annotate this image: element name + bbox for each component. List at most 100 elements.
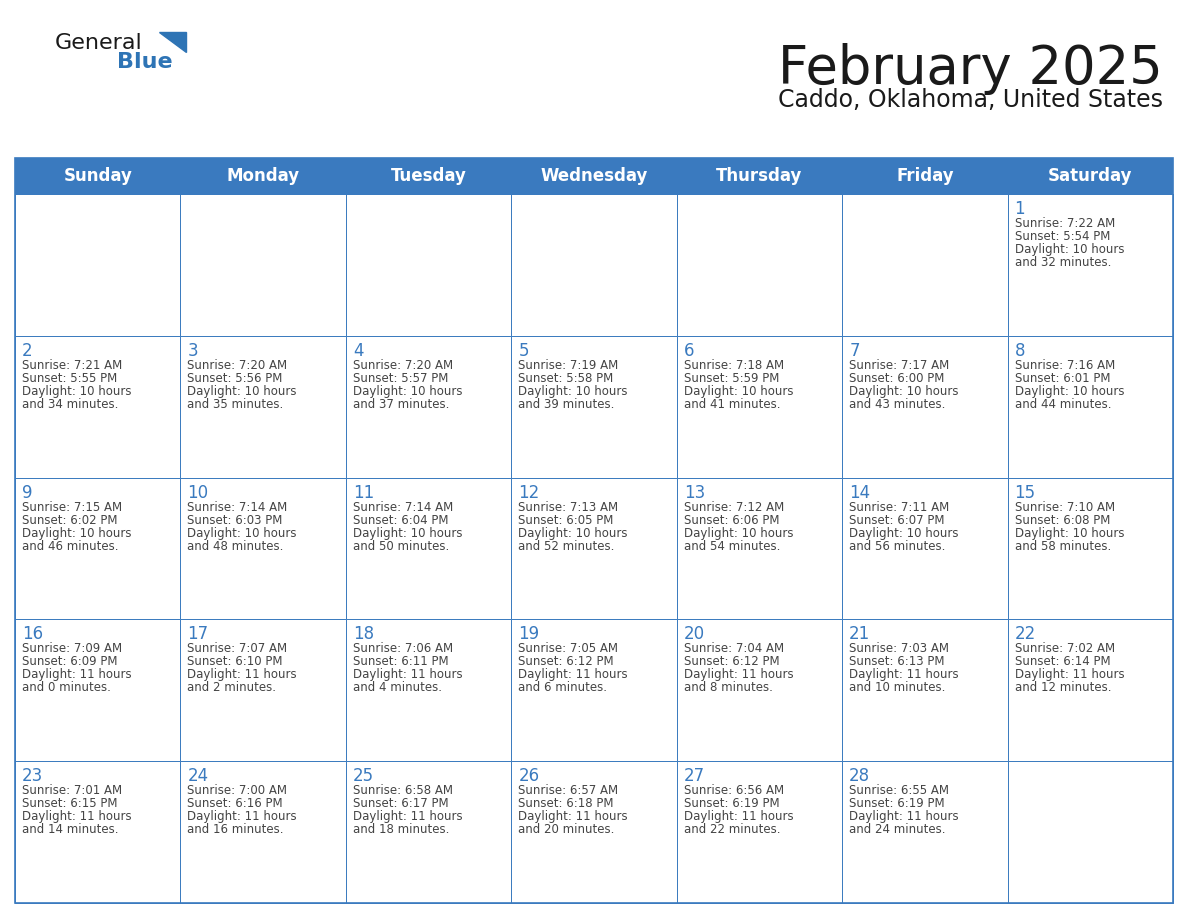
Text: Daylight: 10 hours: Daylight: 10 hours: [188, 385, 297, 397]
Text: Daylight: 10 hours: Daylight: 10 hours: [23, 385, 132, 397]
Text: Daylight: 10 hours: Daylight: 10 hours: [849, 527, 959, 540]
Bar: [15, 336, 181, 477]
Text: and 8 minutes.: and 8 minutes.: [684, 681, 772, 694]
Text: 5: 5: [518, 341, 529, 360]
Bar: [181, 336, 346, 477]
Text: and 41 minutes.: and 41 minutes.: [684, 397, 781, 410]
Text: Sunrise: 6:56 AM: Sunrise: 6:56 AM: [684, 784, 784, 797]
Text: and 24 minutes.: and 24 minutes.: [849, 823, 946, 836]
Text: and 18 minutes.: and 18 minutes.: [353, 823, 449, 836]
Text: Daylight: 11 hours: Daylight: 11 hours: [684, 668, 794, 681]
Bar: [842, 477, 1007, 620]
Text: 12: 12: [518, 484, 539, 501]
Text: Sunrise: 7:13 AM: Sunrise: 7:13 AM: [518, 500, 619, 513]
Text: and 48 minutes.: and 48 minutes.: [188, 540, 284, 553]
Text: and 32 minutes.: and 32 minutes.: [1015, 256, 1111, 269]
Bar: [677, 336, 842, 477]
Text: and 54 minutes.: and 54 minutes.: [684, 540, 781, 553]
Text: General: General: [55, 33, 143, 53]
Text: 19: 19: [518, 625, 539, 644]
Text: and 56 minutes.: and 56 minutes.: [849, 540, 946, 553]
Text: 9: 9: [23, 484, 32, 501]
Text: 4: 4: [353, 341, 364, 360]
Bar: [15, 158, 1173, 194]
Text: 13: 13: [684, 484, 704, 501]
Bar: [1007, 336, 1173, 477]
Text: Sunset: 6:12 PM: Sunset: 6:12 PM: [518, 655, 614, 668]
Text: Sunset: 5:59 PM: Sunset: 5:59 PM: [684, 372, 779, 385]
Bar: [842, 620, 1007, 761]
Text: Sunrise: 7:09 AM: Sunrise: 7:09 AM: [23, 643, 122, 655]
Text: Daylight: 11 hours: Daylight: 11 hours: [1015, 668, 1124, 681]
Text: and 34 minutes.: and 34 minutes.: [23, 397, 119, 410]
Text: Sunset: 6:19 PM: Sunset: 6:19 PM: [684, 797, 779, 811]
Text: and 37 minutes.: and 37 minutes.: [353, 397, 449, 410]
Text: and 50 minutes.: and 50 minutes.: [353, 540, 449, 553]
Text: Daylight: 10 hours: Daylight: 10 hours: [1015, 527, 1124, 540]
Text: Daylight: 10 hours: Daylight: 10 hours: [684, 527, 794, 540]
Text: Sunset: 6:04 PM: Sunset: 6:04 PM: [353, 513, 448, 527]
Bar: [181, 761, 346, 903]
Text: Sunrise: 7:06 AM: Sunrise: 7:06 AM: [353, 643, 453, 655]
Text: Sunset: 6:00 PM: Sunset: 6:00 PM: [849, 372, 944, 385]
Bar: [15, 761, 181, 903]
Text: Sunset: 6:13 PM: Sunset: 6:13 PM: [849, 655, 944, 668]
Text: Sunset: 6:15 PM: Sunset: 6:15 PM: [23, 797, 118, 811]
Bar: [511, 761, 677, 903]
Text: Sunrise: 7:14 AM: Sunrise: 7:14 AM: [188, 500, 287, 513]
Bar: [15, 620, 181, 761]
Text: and 20 minutes.: and 20 minutes.: [518, 823, 614, 836]
Text: Wednesday: Wednesday: [541, 167, 647, 185]
Text: Sunset: 6:16 PM: Sunset: 6:16 PM: [188, 797, 283, 811]
Text: Sunrise: 7:20 AM: Sunrise: 7:20 AM: [353, 359, 453, 372]
Text: Daylight: 11 hours: Daylight: 11 hours: [23, 811, 132, 823]
Bar: [842, 336, 1007, 477]
Text: and 35 minutes.: and 35 minutes.: [188, 397, 284, 410]
Text: Sunset: 6:06 PM: Sunset: 6:06 PM: [684, 513, 779, 527]
Text: Sunrise: 7:16 AM: Sunrise: 7:16 AM: [1015, 359, 1114, 372]
Text: Daylight: 10 hours: Daylight: 10 hours: [849, 385, 959, 397]
Text: Daylight: 11 hours: Daylight: 11 hours: [518, 668, 628, 681]
Text: Daylight: 11 hours: Daylight: 11 hours: [353, 668, 462, 681]
Text: 21: 21: [849, 625, 871, 644]
Text: Daylight: 10 hours: Daylight: 10 hours: [518, 527, 627, 540]
Text: Blue: Blue: [116, 52, 172, 72]
Bar: [346, 761, 511, 903]
Text: Daylight: 11 hours: Daylight: 11 hours: [849, 668, 959, 681]
Bar: [511, 336, 677, 477]
Text: Sunset: 6:10 PM: Sunset: 6:10 PM: [188, 655, 283, 668]
Text: Sunset: 6:11 PM: Sunset: 6:11 PM: [353, 655, 449, 668]
Text: 20: 20: [684, 625, 704, 644]
Text: Daylight: 11 hours: Daylight: 11 hours: [684, 811, 794, 823]
Text: Sunrise: 7:07 AM: Sunrise: 7:07 AM: [188, 643, 287, 655]
Text: Sunrise: 7:11 AM: Sunrise: 7:11 AM: [849, 500, 949, 513]
Bar: [1007, 761, 1173, 903]
Text: Sunset: 5:56 PM: Sunset: 5:56 PM: [188, 372, 283, 385]
Text: 18: 18: [353, 625, 374, 644]
Text: 22: 22: [1015, 625, 1036, 644]
Text: Sunset: 6:18 PM: Sunset: 6:18 PM: [518, 797, 614, 811]
Text: and 43 minutes.: and 43 minutes.: [849, 397, 946, 410]
Text: Daylight: 10 hours: Daylight: 10 hours: [353, 527, 462, 540]
Text: Sunrise: 7:10 AM: Sunrise: 7:10 AM: [1015, 500, 1114, 513]
Text: Monday: Monday: [227, 167, 299, 185]
Text: 8: 8: [1015, 341, 1025, 360]
Text: Sunset: 6:03 PM: Sunset: 6:03 PM: [188, 513, 283, 527]
Text: Friday: Friday: [896, 167, 954, 185]
Bar: [346, 477, 511, 620]
Text: 11: 11: [353, 484, 374, 501]
Bar: [1007, 620, 1173, 761]
Text: Daylight: 11 hours: Daylight: 11 hours: [518, 811, 628, 823]
Text: and 4 minutes.: and 4 minutes.: [353, 681, 442, 694]
Bar: [346, 194, 511, 336]
Text: Sunset: 6:05 PM: Sunset: 6:05 PM: [518, 513, 614, 527]
Text: and 6 minutes.: and 6 minutes.: [518, 681, 607, 694]
Bar: [181, 620, 346, 761]
Text: 14: 14: [849, 484, 871, 501]
Bar: [1007, 194, 1173, 336]
Text: and 46 minutes.: and 46 minutes.: [23, 540, 119, 553]
Text: and 39 minutes.: and 39 minutes.: [518, 397, 614, 410]
Text: 10: 10: [188, 484, 209, 501]
Text: 27: 27: [684, 767, 704, 785]
Text: and 14 minutes.: and 14 minutes.: [23, 823, 119, 836]
